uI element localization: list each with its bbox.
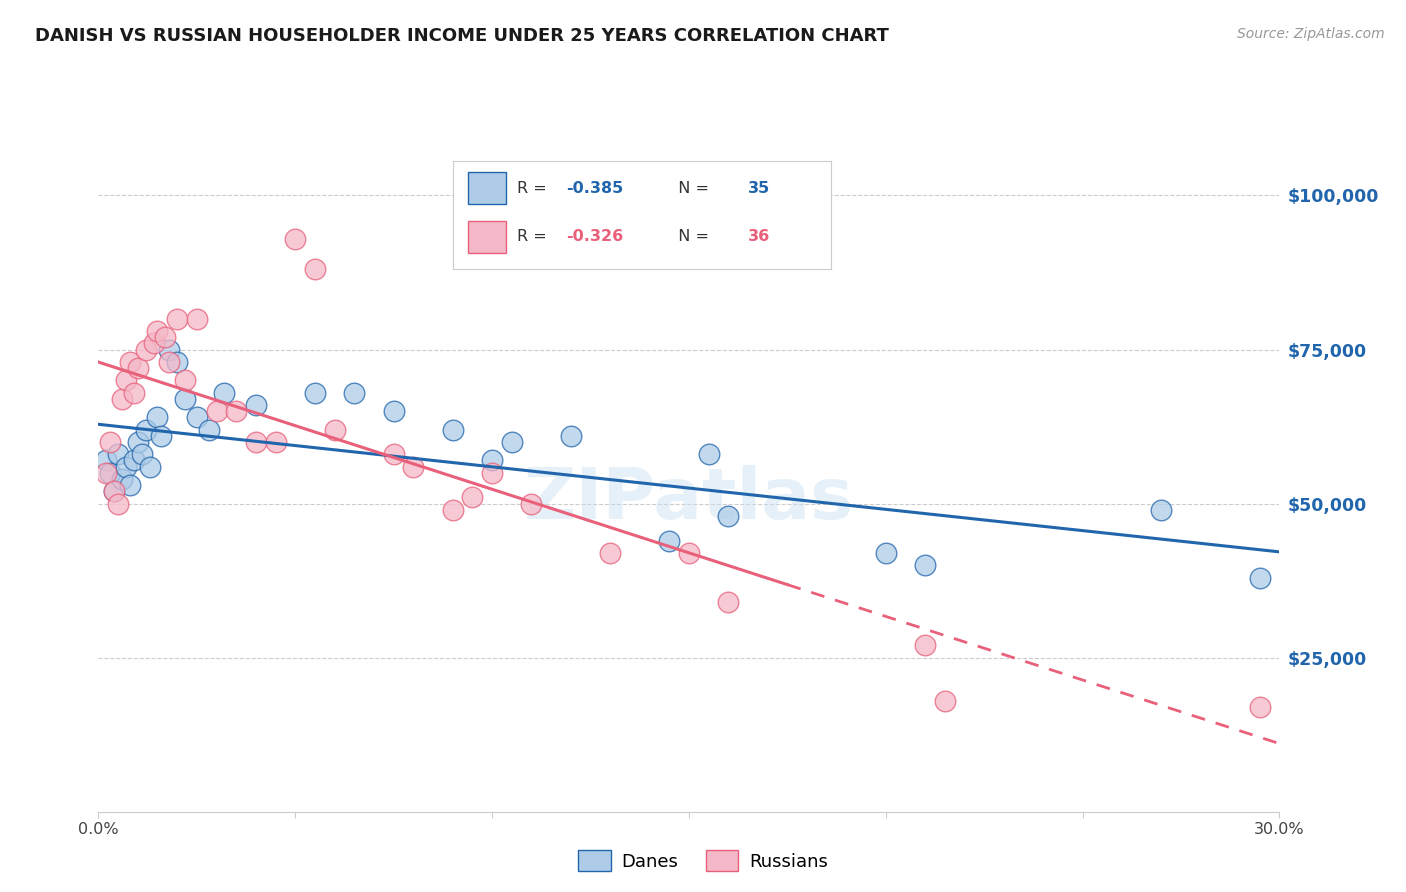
Point: [146, 410, 169, 425]
Point: [157, 355, 180, 369]
Point: [717, 508, 740, 523]
Point: [875, 546, 897, 560]
Point: [441, 423, 464, 437]
Point: [127, 434, 149, 449]
Point: [658, 533, 681, 548]
Point: [98, 434, 121, 449]
Point: [96, 466, 118, 480]
Point: [146, 324, 169, 338]
Point: [914, 638, 936, 652]
Legend: Danes, Russians: Danes, Russians: [571, 843, 835, 879]
Point: [323, 423, 346, 437]
Point: [135, 343, 157, 357]
Point: [599, 546, 621, 560]
Point: [284, 231, 307, 245]
Point: [155, 330, 177, 344]
Point: [304, 262, 326, 277]
Point: [678, 546, 700, 560]
Point: [111, 392, 134, 406]
Point: [111, 472, 134, 486]
Point: [186, 311, 208, 326]
Point: [107, 447, 129, 461]
Point: [343, 385, 366, 400]
Point: [1150, 502, 1173, 516]
Point: [697, 447, 720, 461]
Point: [103, 484, 125, 499]
Point: [717, 595, 740, 609]
Point: [304, 385, 326, 400]
Text: Source: ZipAtlas.com: Source: ZipAtlas.com: [1237, 27, 1385, 41]
Point: [1249, 570, 1271, 584]
Point: [131, 447, 153, 461]
Point: [461, 491, 484, 505]
Point: [402, 459, 425, 474]
Point: [150, 429, 173, 443]
Point: [225, 404, 247, 418]
Point: [441, 502, 464, 516]
Text: ZIPatlas: ZIPatlas: [524, 466, 853, 534]
Point: [127, 361, 149, 376]
Point: [245, 434, 267, 449]
Point: [205, 404, 228, 418]
Point: [107, 497, 129, 511]
Point: [245, 398, 267, 412]
Point: [481, 466, 503, 480]
Point: [166, 311, 188, 326]
Point: [96, 453, 118, 467]
Point: [214, 385, 236, 400]
Point: [103, 484, 125, 499]
Point: [174, 373, 197, 387]
Point: [481, 453, 503, 467]
Point: [264, 434, 287, 449]
Point: [1249, 700, 1271, 714]
Point: [115, 459, 138, 474]
Point: [520, 497, 543, 511]
Point: [122, 453, 145, 467]
Point: [118, 478, 141, 492]
Point: [501, 434, 523, 449]
Point: [914, 558, 936, 573]
Point: [98, 466, 121, 480]
Point: [560, 429, 582, 443]
Point: [382, 404, 405, 418]
Point: [166, 355, 188, 369]
Point: [122, 385, 145, 400]
Text: DANISH VS RUSSIAN HOUSEHOLDER INCOME UNDER 25 YEARS CORRELATION CHART: DANISH VS RUSSIAN HOUSEHOLDER INCOME UND…: [35, 27, 889, 45]
Point: [142, 336, 165, 351]
Point: [157, 343, 180, 357]
Point: [135, 423, 157, 437]
Point: [186, 410, 208, 425]
Point: [934, 694, 956, 708]
Point: [138, 459, 160, 474]
Point: [118, 355, 141, 369]
Point: [115, 373, 138, 387]
Point: [382, 447, 405, 461]
Point: [197, 423, 219, 437]
Point: [174, 392, 197, 406]
